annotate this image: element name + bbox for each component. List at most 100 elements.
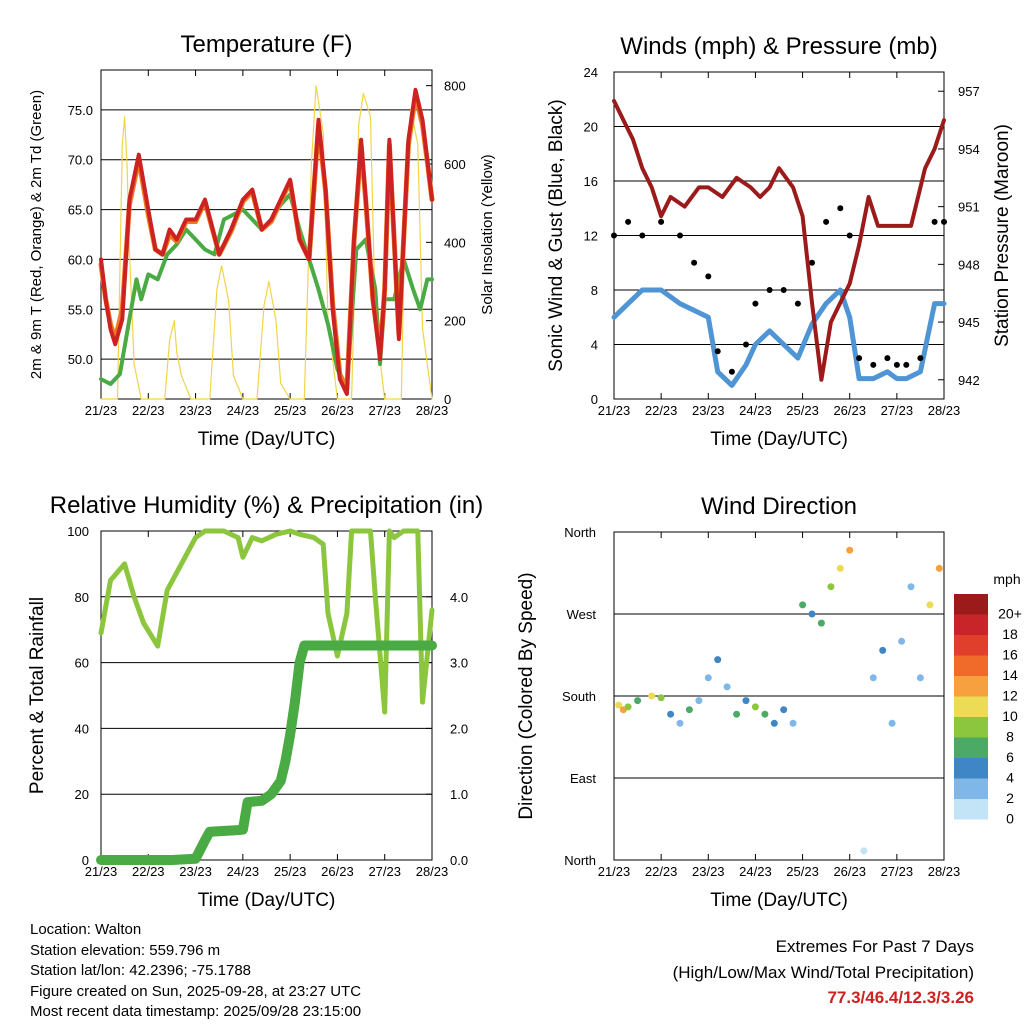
chart-title: Winds (mph) & Pressure (mb) [620, 33, 937, 60]
gust-point [856, 355, 863, 362]
legend-swatch [954, 655, 988, 676]
x-tick-label: 21/23 [598, 403, 631, 418]
direction-point [723, 683, 731, 691]
direction-point [789, 719, 797, 727]
gust-point [846, 232, 853, 239]
y2-tick-label: 0 [444, 392, 451, 407]
y-tick-label: 65.0 [68, 203, 93, 218]
x-tick-label: 28/23 [416, 403, 449, 418]
y2-tick-label: 4.0 [450, 590, 468, 605]
y2-axis-label: Station Pressure (Maroon) [992, 124, 1013, 347]
x-tick-label: 26/23 [321, 403, 354, 418]
gust-point [809, 259, 815, 266]
gust-point [893, 361, 900, 368]
legend-swatch [954, 758, 988, 779]
y2-tick-label: 200 [444, 314, 466, 329]
y-axis-label: 2m & 9m T (Red, Orange) & 2m Td (Green) [28, 90, 45, 379]
gust-point [714, 348, 721, 355]
gust-point [931, 218, 938, 225]
y-tick-label: 16 [584, 174, 598, 189]
direction-point [751, 703, 759, 711]
legend-label: 20+ [998, 605, 1022, 621]
y-tick-label: 75.0 [68, 103, 93, 118]
y2-tick-label: 954 [958, 142, 980, 157]
x-tick-label: 23/23 [179, 403, 212, 418]
series-rainfall-line [96, 640, 437, 865]
direction-point [898, 637, 906, 645]
x-tick-label: 24/23 [227, 864, 260, 879]
extremes-heading: Extremes For Past 7 Days [775, 937, 974, 956]
legend-label: 2 [1006, 790, 1014, 806]
x-tick-label: 27/23 [368, 864, 401, 879]
y2-tick-label: 951 [958, 200, 980, 215]
latlon-text: Station lat/lon: 42.2396; -75.1788 [30, 962, 252, 979]
direction-point [827, 583, 835, 591]
y2-tick-label: 800 [444, 79, 466, 94]
legend-label: 8 [1006, 728, 1014, 744]
y-tick-label: East [570, 771, 596, 786]
direction-point [817, 619, 825, 627]
timestamp-text: Most recent data timestamp: 2025/09/28 2… [30, 1003, 362, 1020]
y2-axis-label: Solar Insolation (Yellow) [479, 154, 496, 314]
y-tick-label: 0 [591, 392, 598, 407]
gust-point [677, 232, 683, 239]
direction-point [926, 601, 934, 609]
y-tick-label: South [562, 689, 596, 704]
direction-point [935, 564, 943, 572]
panel-4: Wind Direction 21/23 22/23 23/23 24/23 25/23 2… [516, 493, 1022, 911]
y-tick-label: North [564, 525, 596, 540]
station-info: Location: Walton Station elevation: 559.… [30, 920, 361, 1023]
gust-point [658, 218, 665, 225]
x-tick-label: 25/23 [786, 403, 819, 418]
direction-point [676, 719, 684, 727]
legend-swatch [954, 778, 988, 799]
direction-point [860, 847, 868, 855]
location-text: Location: Walton [30, 921, 142, 938]
y-tick-label: North [564, 853, 596, 868]
panel-1: Temperature (F) 21/23 22/23 23/23 24/23 25/23… [28, 31, 496, 450]
direction-point [916, 674, 924, 682]
x-tick-label: 22/23 [132, 864, 165, 879]
speed-legend: mph 20+ 18 16 14 12 10 8 6 4 2 0 [954, 571, 1022, 826]
y-tick-label: 40 [75, 721, 89, 736]
plot-frame [100, 69, 433, 400]
x-tick-label: 26/23 [833, 864, 866, 879]
direction-point [667, 710, 675, 718]
legend-title: mph [993, 571, 1020, 587]
x-tick-label: 27/23 [881, 864, 914, 879]
x-tick-label: 23/23 [179, 864, 212, 879]
x-tick-label: 25/23 [274, 864, 307, 879]
series-solar-line [100, 85, 433, 400]
extremes-subheading: (High/Low/Max Wind/Total Precipitation) [672, 962, 974, 982]
x-axis-label: Time (Day/UTC) [710, 890, 848, 911]
extremes-box: Extremes For Past 7 Days (High/Low/Max W… [673, 934, 974, 1011]
gust-point [870, 361, 877, 368]
y2-tick-label: 0.0 [450, 853, 468, 868]
y-tick-label: 60.0 [68, 252, 93, 267]
x-tick-label: 25/23 [274, 403, 307, 418]
y2-tick-label: 1.0 [450, 787, 468, 802]
gust-point [941, 218, 947, 225]
x-tick-label: 28/23 [928, 864, 961, 879]
direction-point [733, 710, 741, 718]
y-tick-label: 4 [591, 338, 598, 353]
panel-2: Winds (mph) & Pressure (mb) 21/23 22/23 23/… [546, 33, 1013, 450]
y-tick-label: 20 [75, 787, 89, 802]
x-tick-label: 26/23 [833, 403, 866, 418]
y-tick-label: 0 [82, 853, 89, 868]
x-tick-label: 22/23 [645, 403, 678, 418]
y-axis-label: Percent & Total Rainfall [27, 597, 48, 794]
direction-point [836, 564, 844, 572]
legend-swatch [954, 799, 988, 820]
y2-tick-label: 3.0 [450, 656, 468, 671]
panel-3: Relative Humidity (%) & Precipitation (i… [27, 492, 483, 911]
legend-label: 4 [1006, 769, 1014, 785]
legend-label: 18 [1002, 626, 1018, 642]
legend-label: 16 [1002, 646, 1018, 662]
y-tick-label: 70.0 [68, 153, 93, 168]
y-tick-label: 8 [591, 283, 598, 298]
gust-point [837, 205, 844, 212]
gust-point [780, 287, 787, 293]
legend-label: 14 [1002, 667, 1018, 683]
created-text: Figure created on Sun, 2025-09-28, at 23… [30, 982, 362, 1000]
